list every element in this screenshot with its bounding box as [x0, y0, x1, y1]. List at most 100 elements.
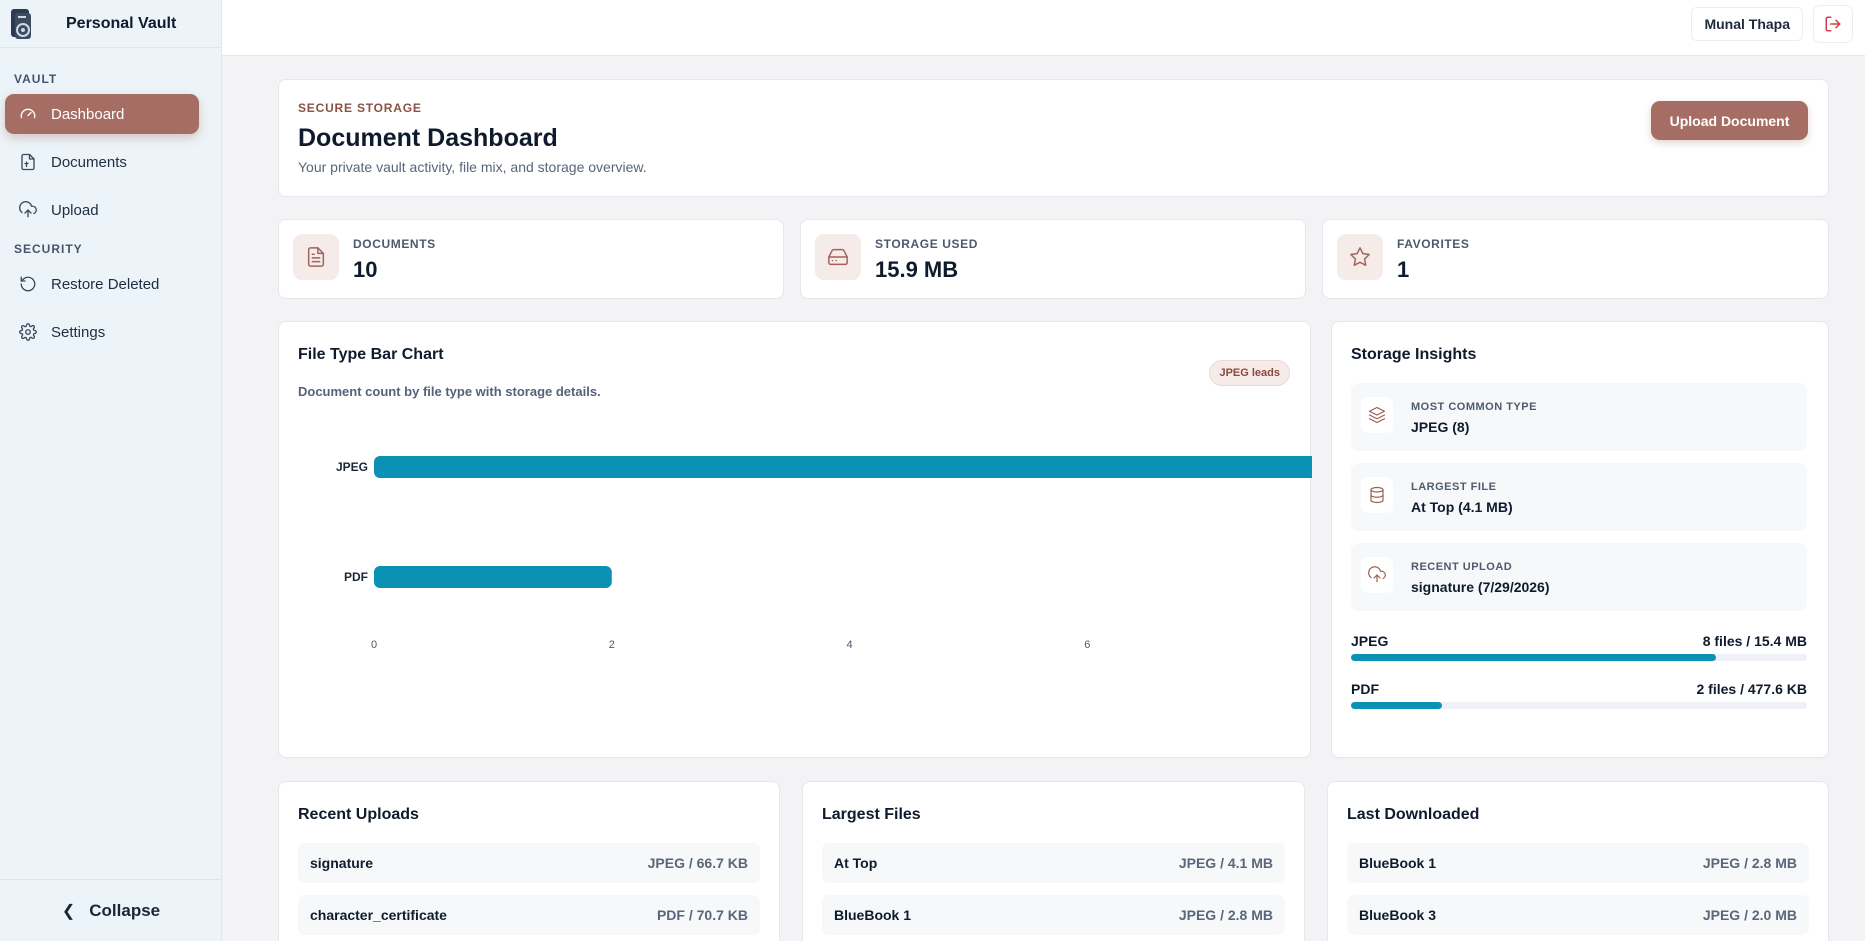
last-downloaded-card: Last Downloaded BlueBook 1 JPEG / 2.8 MB…	[1327, 781, 1829, 941]
restore-icon	[20, 276, 36, 292]
stat-value: 15.9 MB	[875, 257, 959, 282]
file-name: character_certificate	[310, 907, 447, 923]
sidebar-item-label: Dashboard	[51, 105, 125, 123]
file-meta: JPEG / 4.1 MB	[1178, 855, 1273, 871]
insight-label: MOST COMMON TYPE	[1411, 401, 1537, 413]
list-item[interactable]: BlueBook 3 JPEG / 2.0 MB	[1347, 895, 1809, 935]
list-item[interactable]: signature JPEG / 66.7 KB	[298, 843, 760, 883]
bar-pdf[interactable]	[374, 566, 612, 588]
insight-label: LARGEST FILE	[1411, 481, 1497, 493]
logout-button[interactable]	[1813, 5, 1853, 43]
file-meta: PDF / 70.7 KB	[656, 907, 748, 923]
x-tick-label: 2	[609, 639, 615, 651]
file-meta: JPEG / 66.7 KB	[647, 855, 748, 871]
list-item[interactable]: BlueBook 1 JPEG / 2.8 MB	[822, 895, 1285, 935]
progress-track	[1351, 654, 1807, 661]
list-title: Recent Uploads	[298, 806, 419, 823]
insight-value: At Top (4.1 MB)	[1411, 499, 1513, 515]
chart-title: File Type Bar Chart	[298, 346, 444, 363]
file-icon	[21, 153, 35, 171]
recent-uploads-card: Recent Uploads signature JPEG / 66.7 KB …	[278, 781, 780, 941]
header-eyebrow: SECURE STORAGE	[298, 101, 422, 115]
chart-badge: JPEG leads	[1209, 360, 1290, 386]
user-menu-button[interactable]: Munal Thapa	[1691, 7, 1803, 41]
cloud-upload-icon	[1361, 557, 1393, 593]
progress-fill	[1351, 654, 1716, 661]
star-icon	[1337, 234, 1383, 280]
file-meta: JPEG / 2.0 MB	[1702, 907, 1797, 923]
sidebar-item-restore-deleted[interactable]: Restore Deleted	[5, 264, 199, 304]
insight-most-common-type: MOST COMMON TYPE JPEG (8)	[1351, 383, 1807, 451]
storage-insights-card: Storage Insights MOST COMMON TYPE JPEG (…	[1331, 321, 1829, 758]
file-type-chart-card: File Type Bar Chart Document count by fi…	[278, 321, 1312, 758]
file-meta: JPEG / 2.8 MB	[1178, 907, 1273, 923]
stat-card-documents: DOCUMENTS 10	[278, 219, 784, 299]
stat-value: 10	[353, 257, 378, 282]
file-name: At Top	[834, 855, 878, 871]
stat-label: FAVORITES	[1397, 237, 1470, 251]
largest-files-card: Largest Files At Top JPEG / 4.1 MB BlueB…	[802, 781, 1305, 941]
progress-name: JPEG	[1351, 633, 1389, 649]
database-icon	[1361, 477, 1393, 513]
stat-value: 1	[1397, 257, 1410, 282]
sidebar-item-dashboard[interactable]: Dashboard	[5, 94, 199, 134]
gear-icon	[19, 323, 37, 341]
hard-drive-icon	[815, 234, 861, 280]
insight-largest-file: LARGEST FILE At Top (4.1 MB)	[1351, 463, 1807, 531]
sidebar-item-settings[interactable]: Settings	[5, 312, 199, 352]
x-tick-label: 0	[371, 639, 377, 651]
insight-value: JPEG (8)	[1411, 419, 1470, 435]
list-item[interactable]: character_certificate PDF / 70.7 KB	[298, 895, 760, 935]
file-name: BlueBook 1	[1359, 855, 1437, 871]
stat-label: DOCUMENTS	[353, 237, 436, 251]
vault-logo-icon	[11, 8, 31, 39]
upload-document-button[interactable]: Upload Document	[1651, 101, 1808, 140]
list-title: Largest Files	[822, 806, 921, 823]
logout-icon	[1825, 16, 1841, 32]
bar-jpeg[interactable]	[374, 456, 1312, 478]
insight-value: signature (7/29/2026)	[1411, 579, 1550, 595]
topbar: Munal Thapa	[222, 0, 1865, 56]
brand: Personal Vault	[0, 0, 221, 48]
document-icon	[293, 234, 339, 280]
sidebar-item-label: Upload	[51, 201, 99, 219]
category-label: PDF	[344, 570, 368, 584]
app-title: Personal Vault	[66, 14, 177, 32]
progress-track	[1351, 702, 1807, 709]
stat-card-storage-used: STORAGE USED 15.9 MB	[800, 219, 1306, 299]
gauge-icon	[20, 108, 36, 119]
insight-recent-upload: RECENT UPLOAD signature (7/29/2026)	[1351, 543, 1807, 611]
section-vault: VAULT	[14, 72, 58, 86]
chevron-left-icon: ❮	[61, 902, 76, 920]
file-name: signature	[310, 855, 374, 871]
file-type-bar-chart: JPEGPDF02468	[336, 456, 1312, 651]
sidebar-item-label: Settings	[51, 323, 106, 341]
list-item[interactable]: At Top JPEG / 4.1 MB	[822, 843, 1285, 883]
list-title: Last Downloaded	[1347, 806, 1480, 823]
x-tick-label: 6	[1084, 639, 1090, 651]
progress-detail: 8 files / 15.4 MB	[1702, 633, 1807, 649]
sidebar-item-label: Restore Deleted	[51, 275, 160, 293]
stat-card-favorites: FAVORITES 1	[1322, 219, 1829, 299]
insight-label: RECENT UPLOAD	[1411, 561, 1513, 573]
sidebar: Personal Vault VAULT Dashboard Documents…	[0, 0, 222, 941]
progress-fill	[1351, 702, 1443, 709]
category-label: JPEG	[336, 460, 368, 474]
layers-icon	[1361, 397, 1393, 433]
sidebar-item-documents[interactable]: Documents	[5, 142, 199, 182]
sidebar-item-label: Documents	[51, 153, 127, 171]
collapse-label: Collapse	[89, 900, 161, 920]
sidebar-item-upload[interactable]: Upload	[5, 190, 199, 230]
progress-name: PDF	[1351, 681, 1379, 697]
chart-subtitle: Document count by file type with storage…	[298, 384, 601, 399]
progress-detail: 2 files / 477.6 KB	[1696, 681, 1807, 697]
x-tick-label: 4	[846, 639, 852, 651]
collapse-button[interactable]: ❮ Collapse	[0, 879, 222, 941]
file-name: BlueBook 1	[834, 907, 912, 923]
insights-title: Storage Insights	[1351, 346, 1477, 363]
section-security: SECURITY	[14, 242, 83, 256]
stat-label: STORAGE USED	[875, 237, 978, 251]
page-subtitle: Your private vault activity, file mix, a…	[298, 159, 647, 175]
list-item[interactable]: BlueBook 1 JPEG / 2.8 MB	[1347, 843, 1809, 883]
cloud-upload-icon	[19, 201, 37, 218]
